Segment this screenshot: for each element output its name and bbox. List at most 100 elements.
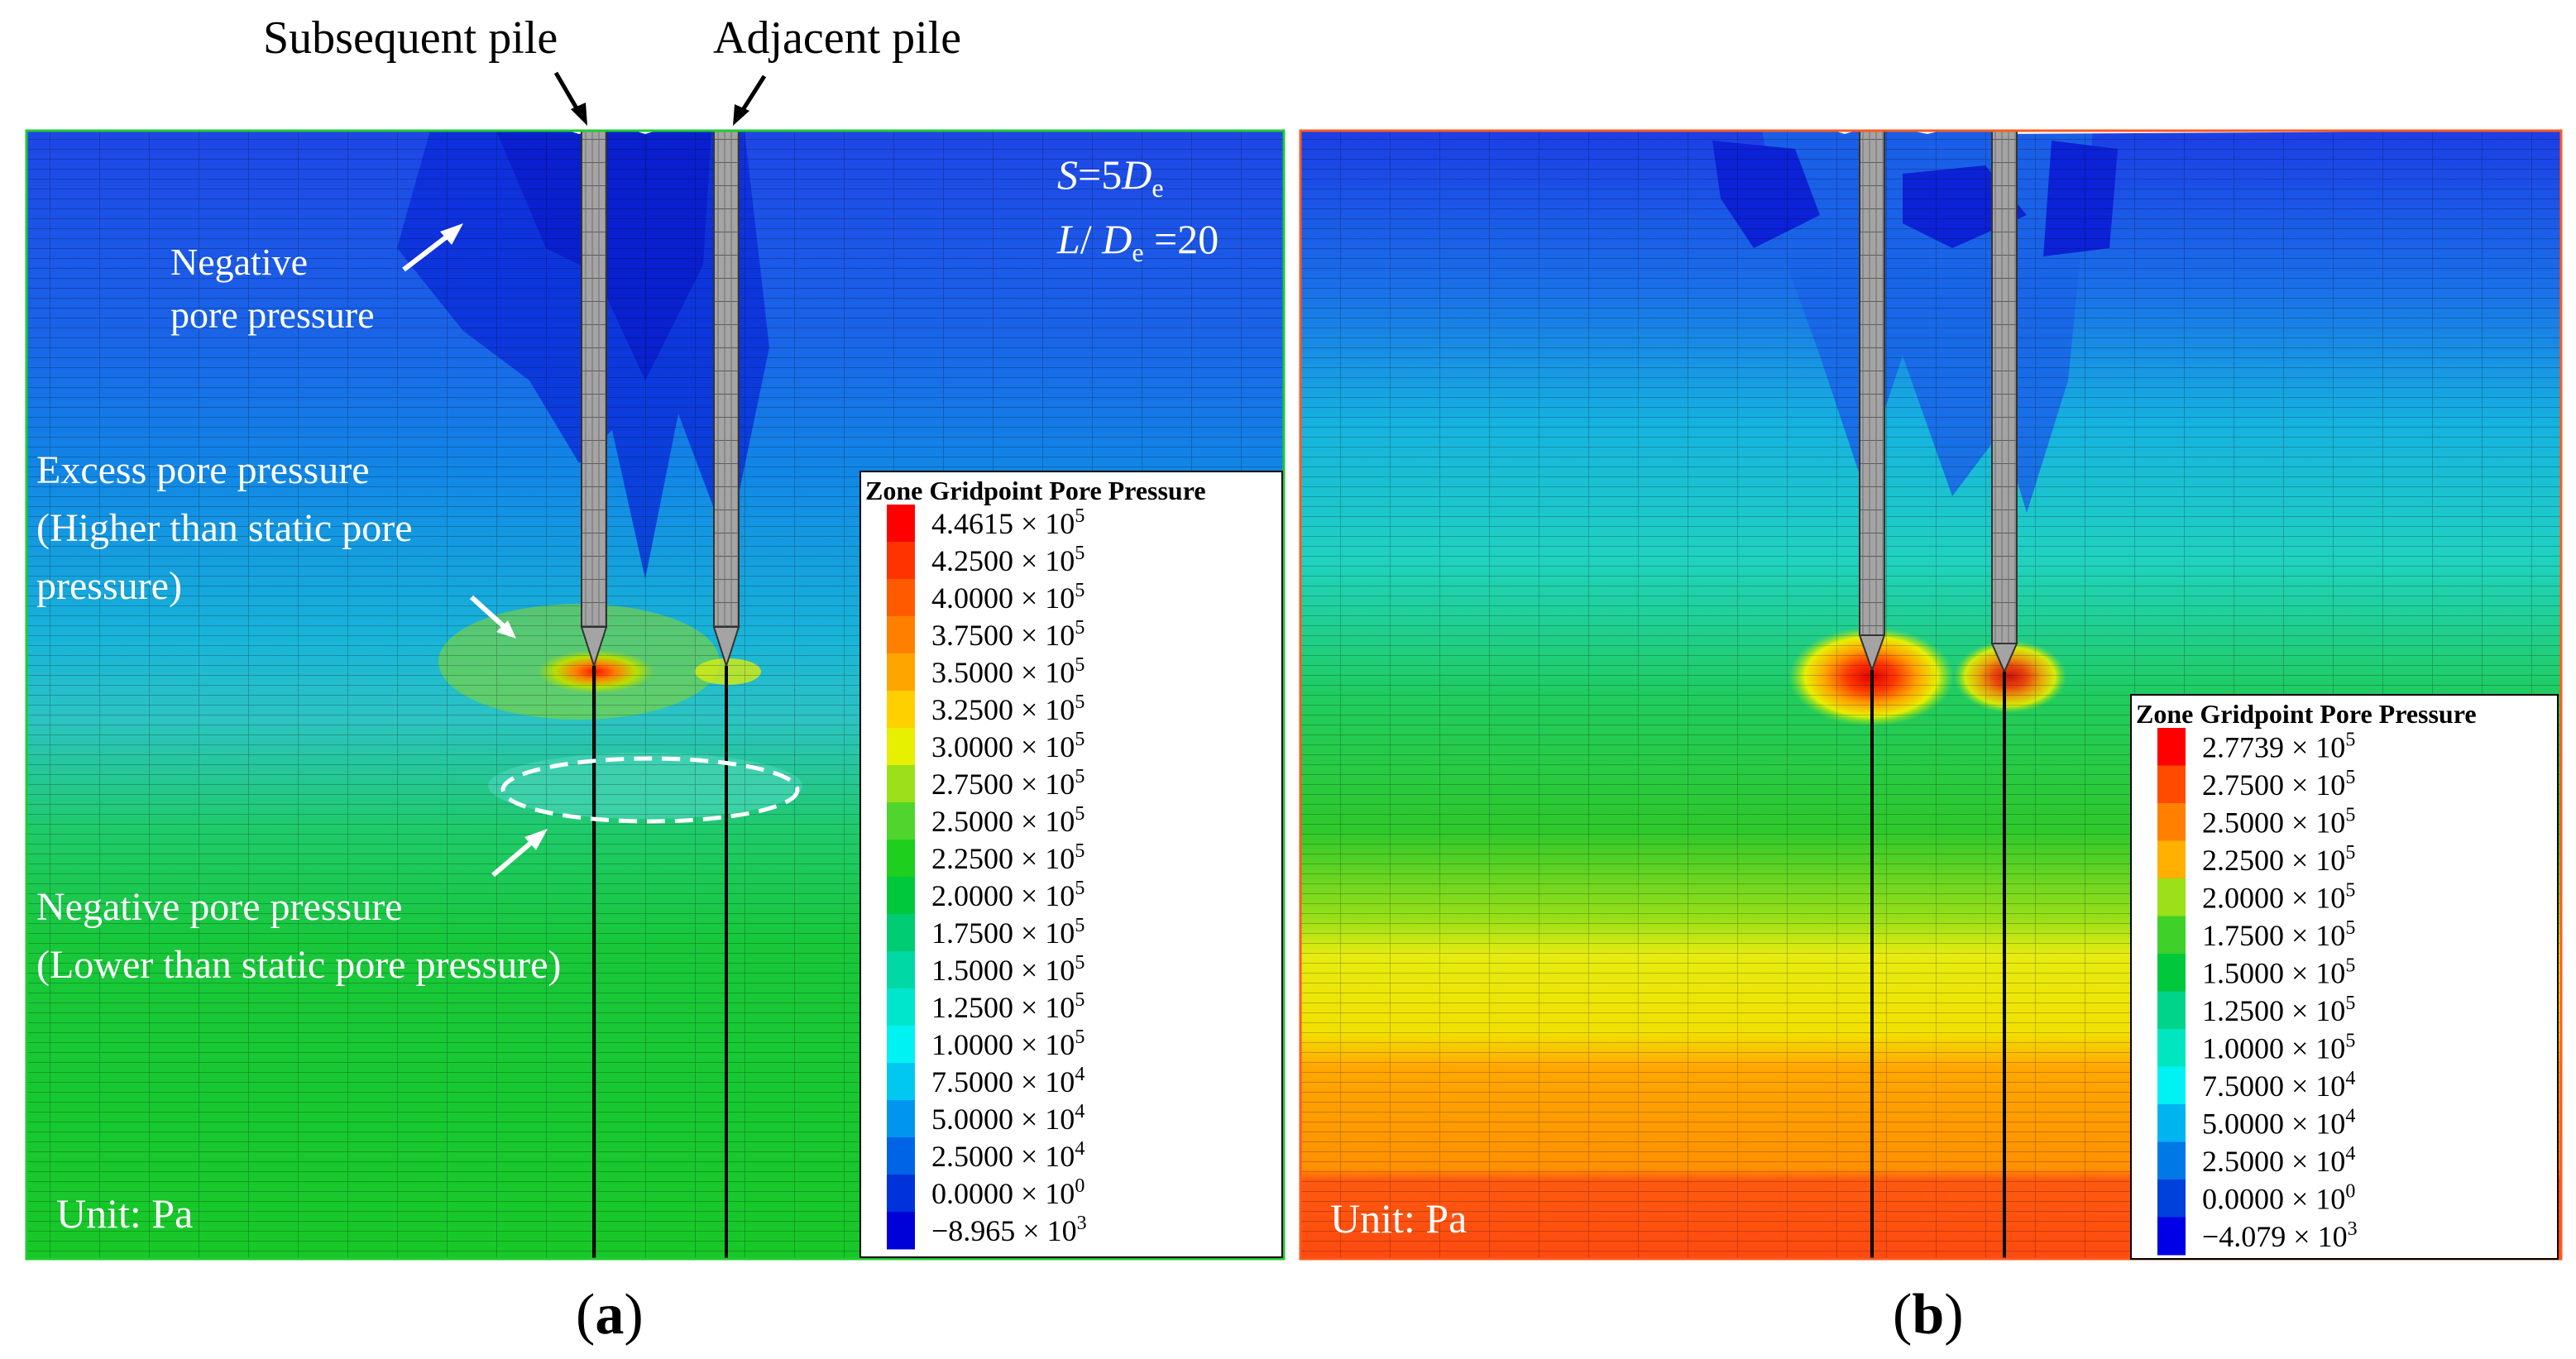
- legend-a-entry-value: 1.7500 × 105: [931, 915, 1085, 950]
- legend-a-entry-value: 3.7500 × 105: [931, 617, 1085, 652]
- legend-b-entry-value: 2.5000 × 104: [2202, 1143, 2355, 1178]
- legend-a-entry-value: 2.5000 × 105: [931, 803, 1085, 838]
- legend-a-entry-swatch: [887, 951, 915, 989]
- callout-subsequent-pile: Subsequent pile: [263, 12, 558, 64]
- param-s-eq: =5: [1078, 151, 1122, 198]
- panel-label-a-letter: a: [595, 1283, 624, 1347]
- note-excess-line2: (Higher than static pore: [36, 506, 413, 550]
- legend-b-entry-swatch: [2157, 1104, 2186, 1142]
- legend-a-entry-value: 1.0000 × 105: [931, 1026, 1085, 1061]
- param-l-eq: =20: [1144, 216, 1219, 262]
- legend-a-entry-value: 2.7500 × 105: [931, 766, 1085, 801]
- note-negative-line2: pore pressure: [170, 294, 375, 336]
- legend-a-entry-swatch: [887, 840, 915, 878]
- legend-b-entry-swatch: [2157, 840, 2186, 879]
- legend-b-entry-value: 7.5000 × 104: [2202, 1068, 2355, 1103]
- panel-a-frame: [25, 129, 1286, 1261]
- legend-b-entry-value: 1.7500 × 105: [2202, 917, 2355, 952]
- legend-a-entry-swatch: [887, 505, 915, 543]
- legend-b-entry-swatch: [2157, 1029, 2186, 1067]
- legend-a-entry-value: 1.2500 × 105: [931, 989, 1085, 1024]
- negative-zone-outline: [500, 756, 800, 824]
- param-l-slash: /: [1080, 216, 1102, 262]
- legend-a-entry-value: 3.0000 × 105: [931, 729, 1085, 763]
- callout-adjacent-pile: Adjacent pile: [713, 12, 961, 64]
- legend-b-entry-value: 0.0000 × 100: [2202, 1180, 2355, 1215]
- legend-b-entry-swatch: [2157, 916, 2186, 955]
- legend-a-entry-swatch: [887, 988, 915, 1026]
- legend-b-entry-swatch: [2157, 954, 2186, 992]
- legend-a-entry-swatch: [887, 1026, 915, 1064]
- legend-a-entry-value: 2.2500 × 105: [931, 840, 1085, 875]
- legend-b-entry-value: −4.079 × 103: [2202, 1218, 2358, 1253]
- note-excess-line1: Excess pore pressure: [36, 448, 370, 492]
- legend-b-entry-swatch: [2157, 1217, 2186, 1256]
- legend-b-entry-swatch: [2157, 728, 2186, 766]
- note-negative-line1: Negative: [170, 241, 308, 283]
- param-l-sym: D: [1101, 216, 1132, 262]
- legend-a-entry-swatch: [887, 616, 915, 654]
- legend-b-entry-swatch: [2157, 1141, 2186, 1180]
- legend-a-entry-swatch: [887, 1063, 915, 1101]
- legend-a-title: Zone Gridpoint Pore Pressure: [865, 476, 1206, 505]
- arrow-excess: [469, 595, 509, 631]
- param-s-var: S: [1057, 151, 1078, 198]
- panel-b-frame: [1299, 129, 2563, 1261]
- arrow-adjacent-pile: [739, 74, 767, 114]
- legend-b-entry-value: 2.7500 × 105: [2202, 767, 2355, 802]
- legend-b-entry-value: 1.0000 × 105: [2202, 1030, 2355, 1065]
- legend-b-title: Zone Gridpoint Pore Pressure: [2136, 699, 2477, 729]
- legend-a-entry-swatch: [887, 914, 915, 952]
- legend-b-entry-swatch: [2157, 765, 2186, 804]
- legend-b-entry-value: 2.0000 × 105: [2202, 879, 2355, 914]
- panel-label-b-letter: b: [1912, 1283, 1944, 1347]
- legend-a-entry-value: −8.965 × 103: [931, 1213, 1087, 1247]
- legend-a-entry-swatch: [887, 1137, 915, 1175]
- legend-a-entry-value: 4.0000 × 105: [931, 580, 1085, 615]
- subsequent-pile: [580, 131, 608, 1259]
- param-s-sym: D: [1121, 151, 1152, 198]
- legend-a-entry-swatch: [887, 802, 915, 840]
- legend-b-entry-swatch: [2157, 803, 2186, 841]
- legend-a-entry-value: 4.4615 × 105: [931, 505, 1085, 540]
- legend-a-entry-value: 2.5000 × 104: [931, 1138, 1085, 1173]
- adjacent-pile: [712, 131, 740, 1259]
- legend-a-entry-swatch: [887, 877, 915, 915]
- legend-a-entry-swatch: [887, 653, 915, 691]
- unit-a: Unit: Pa: [56, 1190, 193, 1237]
- param-s: S=5De: [1057, 151, 1164, 203]
- legend-a-entry-value: 3.5000 × 105: [931, 654, 1085, 689]
- param-l-sub: e: [1132, 237, 1143, 267]
- legend-b-entry-swatch: [2157, 878, 2186, 916]
- panel-a: Negative pore pressure Excess pore press…: [25, 129, 1286, 1261]
- subsequent-pile-b: [1858, 131, 1886, 1259]
- panel-a-contour: [26, 131, 1284, 1259]
- legend-b-entry-value: 2.2500 × 105: [2202, 842, 2355, 877]
- legend-a-entry-swatch: [887, 542, 915, 580]
- legend-b-entry-value: 1.2500 × 105: [2202, 993, 2355, 1027]
- param-l: L/ De =20: [1056, 216, 1219, 267]
- note-negative2-line1: Negative pore pressure: [36, 885, 402, 929]
- arrow-subsequent-pile: [553, 71, 582, 114]
- legend-a-entry-swatch: [887, 1175, 915, 1213]
- param-s-sub: e: [1152, 173, 1163, 203]
- legend-a-entry-value: 7.5000 × 104: [931, 1064, 1085, 1098]
- note-negative2-line2: (Lower than static pore pressure): [36, 943, 561, 987]
- legend-a-entry-swatch: [887, 765, 915, 803]
- unit-b: Unit: Pa: [1330, 1195, 1467, 1242]
- legend-b: Zone Gridpoint Pore Pressure 2.7739 × 10…: [2130, 694, 2559, 1260]
- legend-b-entry-value: 5.0000 × 104: [2202, 1105, 2355, 1140]
- legend-a-entry-value: 1.5000 × 105: [931, 952, 1085, 987]
- legend-a-entry-swatch: [887, 1100, 915, 1138]
- legend-a-entry-swatch: [887, 728, 915, 766]
- legend-a-entry-swatch: [887, 1212, 915, 1250]
- panel-label-b: (b): [1893, 1283, 1964, 1347]
- legend-a-entry-swatch: [887, 579, 915, 617]
- legend-b-entry-swatch: [2157, 1066, 2186, 1105]
- panel-label-a: (a): [576, 1283, 644, 1347]
- legend-b-entry-swatch: [2157, 991, 2186, 1030]
- legend-a-entry-value: 5.0000 × 104: [931, 1101, 1085, 1136]
- arrow-negative: [402, 229, 455, 272]
